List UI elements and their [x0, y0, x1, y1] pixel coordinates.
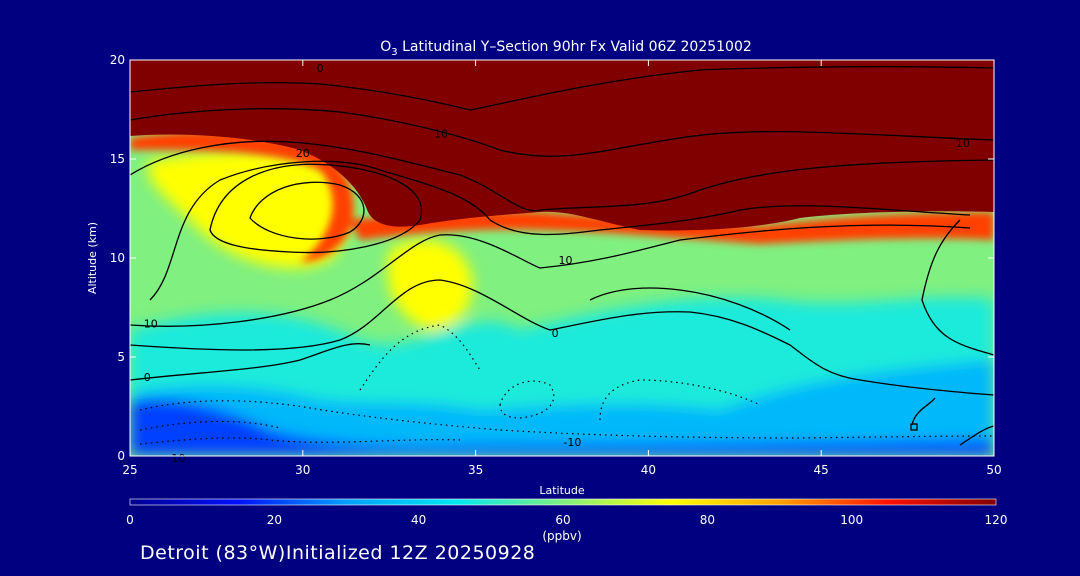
contour-line	[249, 181, 365, 240]
colorbar-tick-label: 20	[267, 513, 282, 527]
contour-labels: 0 10 10 20 10 0 10 0 -10 10	[144, 62, 970, 465]
dotted-contour-lines	[139, 324, 994, 445]
contour-lines	[130, 66, 994, 446]
colorbar-tick-label: 80	[700, 513, 715, 527]
ozone-field	[130, 60, 994, 456]
contour-label: 10	[144, 317, 158, 330]
field-boundary-layer	[130, 360, 994, 456]
colorbar-tick-label: 0	[126, 513, 134, 527]
contour-label: 10	[956, 137, 970, 150]
colorbar-tick-label: 100	[840, 513, 863, 527]
y-tick-label: 10	[110, 251, 125, 265]
contour-label: -10	[563, 436, 581, 449]
field-stratospheric-ozone	[130, 60, 994, 231]
x-tick-label: 30	[295, 463, 310, 477]
x-tick-label: 50	[986, 463, 1001, 477]
contour-line	[959, 425, 994, 446]
contour-line	[149, 160, 971, 301]
contour-label: 0	[552, 327, 559, 340]
contour-line	[589, 287, 791, 331]
field-upper-troposphere-peak	[148, 150, 473, 330]
y-tick-label: 5	[117, 350, 125, 364]
chart-title: O3 Latitudinal Y–Section 90hr Fx Valid 0…	[380, 39, 752, 58]
contour-line	[130, 343, 371, 381]
x-tick-label: 35	[468, 463, 483, 477]
contour-line	[130, 279, 994, 396]
x-axis-label: Latitude	[539, 484, 585, 497]
contour-line	[910, 423, 918, 431]
colorbar-units: (ppbv)	[542, 529, 581, 543]
contour-label: 0	[317, 62, 324, 75]
dotted-contour-line	[139, 420, 281, 431]
dotted-contour-line	[359, 324, 481, 391]
colorbar-ticks: 0 20 40 60 80 100 120	[126, 513, 1007, 527]
contour-label: 0	[144, 371, 151, 384]
contour-label: 10	[171, 452, 185, 465]
contour-line	[130, 140, 994, 212]
y-tick-label: 0	[117, 449, 125, 463]
x-tick-label: 40	[641, 463, 656, 477]
colorbar	[129, 498, 997, 506]
colorbar-tick-label: 60	[555, 513, 570, 527]
field-surface-low	[130, 398, 994, 456]
contour-label: 10	[558, 254, 572, 267]
contour-line	[130, 224, 971, 327]
x-axis: 25 30 35 40 45 50	[122, 60, 1002, 477]
contour-line	[911, 397, 936, 426]
colorbar-tick-label: 40	[411, 513, 426, 527]
dotted-contour-line	[139, 400, 994, 439]
y-axis: 0 5 10 15 20	[110, 53, 994, 463]
contour-line	[130, 66, 994, 111]
footer-location-init: Detroit (83°W)Initialized 12Z 20250928	[140, 542, 536, 564]
y-tick-label: 20	[110, 53, 125, 67]
contour-label: 10	[434, 127, 448, 140]
x-tick-label: 45	[814, 463, 829, 477]
y-tick-label: 15	[110, 152, 125, 166]
y-axis-label: Altitude (km)	[86, 222, 99, 294]
contour-line	[921, 219, 994, 356]
x-tick-label: 25	[122, 463, 137, 477]
contour-label: 20	[296, 147, 310, 160]
contour-line	[130, 108, 994, 157]
dotted-contour-line	[499, 380, 555, 419]
contour-line	[209, 163, 423, 254]
colorbar-tick-label: 120	[985, 513, 1008, 527]
